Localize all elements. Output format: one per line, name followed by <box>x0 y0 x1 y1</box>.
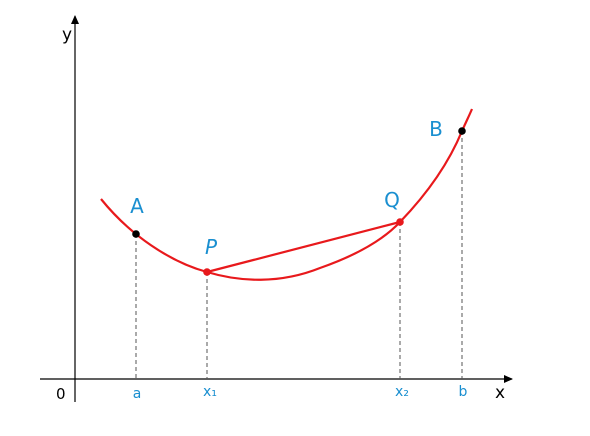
curve <box>100 108 474 281</box>
mark-a: a <box>133 386 142 402</box>
label-a: A <box>130 194 144 218</box>
mark-x2: x₂ <box>395 384 409 400</box>
point-b <box>458 127 466 135</box>
point-a <box>132 230 140 238</box>
point-p <box>203 268 211 276</box>
x-label: x <box>495 383 505 403</box>
label-q: Q <box>384 188 400 212</box>
y-label: y <box>62 25 72 45</box>
label-p: P <box>205 235 218 259</box>
mark-b: b <box>459 384 468 400</box>
mark-x1: x₁ <box>203 384 217 400</box>
chord <box>206 220 401 274</box>
dashed-guides <box>135 131 463 379</box>
origin-label: 0 <box>56 385 66 403</box>
label-b: B <box>429 117 443 141</box>
point-q <box>396 218 404 226</box>
